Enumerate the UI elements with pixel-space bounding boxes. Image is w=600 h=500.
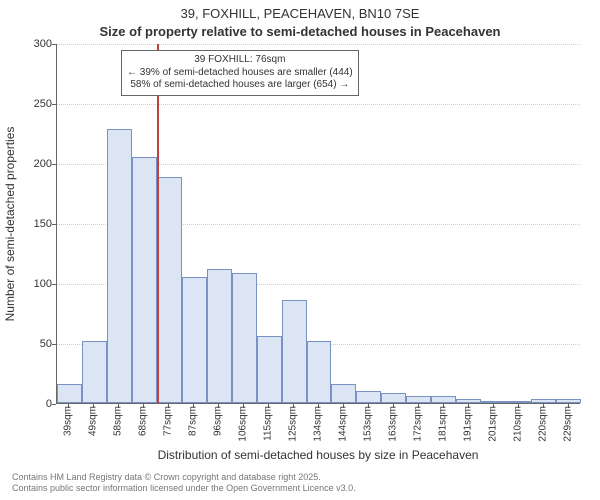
x-tick-label: 125sqm	[288, 406, 299, 442]
histogram-bar	[531, 399, 556, 403]
x-tick-label: 191sqm	[462, 406, 473, 442]
x-tick-label: 210sqm	[512, 406, 523, 442]
x-tick-label: 172sqm	[412, 406, 423, 442]
histogram-bar	[356, 391, 381, 403]
histogram-bar	[107, 129, 132, 403]
histogram-bar	[481, 401, 506, 403]
x-tick-label: 163sqm	[387, 406, 398, 442]
subject-marker-line	[157, 44, 159, 403]
histogram-bar	[207, 269, 232, 403]
y-tick-label: 200	[12, 158, 52, 170]
histogram-plot-area: 39 FOXHILL: 76sqm ← 39% of semi-detached…	[56, 44, 580, 404]
x-tick-label: 201sqm	[487, 406, 498, 442]
x-tick-label: 134sqm	[313, 406, 324, 442]
x-tick-label: 153sqm	[362, 406, 373, 442]
histogram-bar	[381, 393, 406, 403]
y-tick-mark	[52, 284, 56, 285]
gridline	[57, 44, 580, 45]
x-axis-label: Distribution of semi-detached houses by …	[56, 448, 580, 462]
y-tick-mark	[52, 164, 56, 165]
chart-title-address: 39, FOXHILL, PEACEHAVEN, BN10 7SE	[0, 6, 600, 21]
x-tick-label: 106sqm	[238, 406, 249, 442]
x-tick-label: 58sqm	[113, 406, 124, 436]
histogram-bar	[506, 401, 531, 403]
histogram-bar	[556, 399, 581, 403]
y-tick-label: 300	[12, 38, 52, 50]
x-tick-label: 115sqm	[263, 406, 274, 441]
footer-line-2: Contains public sector information licen…	[12, 483, 356, 494]
y-tick-label: 0	[12, 398, 52, 410]
y-tick-mark	[52, 44, 56, 45]
y-tick-mark	[52, 404, 56, 405]
histogram-bar	[331, 384, 356, 403]
y-tick-mark	[52, 224, 56, 225]
y-tick-label: 50	[12, 338, 52, 350]
x-tick-label: 39sqm	[63, 406, 74, 436]
histogram-bar	[307, 341, 332, 403]
y-tick-label: 250	[12, 98, 52, 110]
annot-line-smaller: ← 39% of semi-detached houses are smalle…	[127, 67, 353, 80]
x-tick-label: 77sqm	[163, 406, 174, 436]
y-tick-label: 100	[12, 278, 52, 290]
histogram-bar	[406, 396, 431, 403]
histogram-bar	[431, 396, 456, 403]
y-tick-label: 150	[12, 218, 52, 230]
x-tick-label: 49sqm	[88, 406, 99, 436]
gridline	[57, 104, 580, 105]
x-tick-label: 68sqm	[138, 406, 149, 436]
histogram-bar	[57, 384, 82, 403]
annotation-box: 39 FOXHILL: 76sqm ← 39% of semi-detached…	[121, 50, 359, 96]
histogram-bar	[132, 157, 157, 403]
footer-line-1: Contains HM Land Registry data © Crown c…	[12, 472, 356, 483]
x-tick-label: 220sqm	[537, 406, 548, 442]
histogram-bar	[456, 399, 481, 403]
x-tick-label: 229sqm	[562, 406, 573, 442]
y-tick-mark	[52, 344, 56, 345]
x-tick-label: 87sqm	[188, 406, 199, 436]
annot-line-larger: 58% of semi-detached houses are larger (…	[127, 79, 353, 92]
histogram-bar	[82, 341, 107, 403]
histogram-bar	[232, 273, 257, 403]
attribution-footer: Contains HM Land Registry data © Crown c…	[12, 472, 356, 494]
annot-line-subject: 39 FOXHILL: 76sqm	[127, 54, 353, 67]
x-tick-label: 96sqm	[213, 406, 224, 436]
histogram-bar	[257, 336, 282, 403]
histogram-bar	[282, 300, 307, 403]
y-tick-mark	[52, 104, 56, 105]
chart-title-desc: Size of property relative to semi-detach…	[0, 24, 600, 39]
x-tick-label: 144sqm	[337, 406, 348, 442]
x-tick-label: 181sqm	[437, 406, 448, 442]
histogram-bar	[157, 177, 182, 403]
histogram-bar	[182, 277, 207, 403]
